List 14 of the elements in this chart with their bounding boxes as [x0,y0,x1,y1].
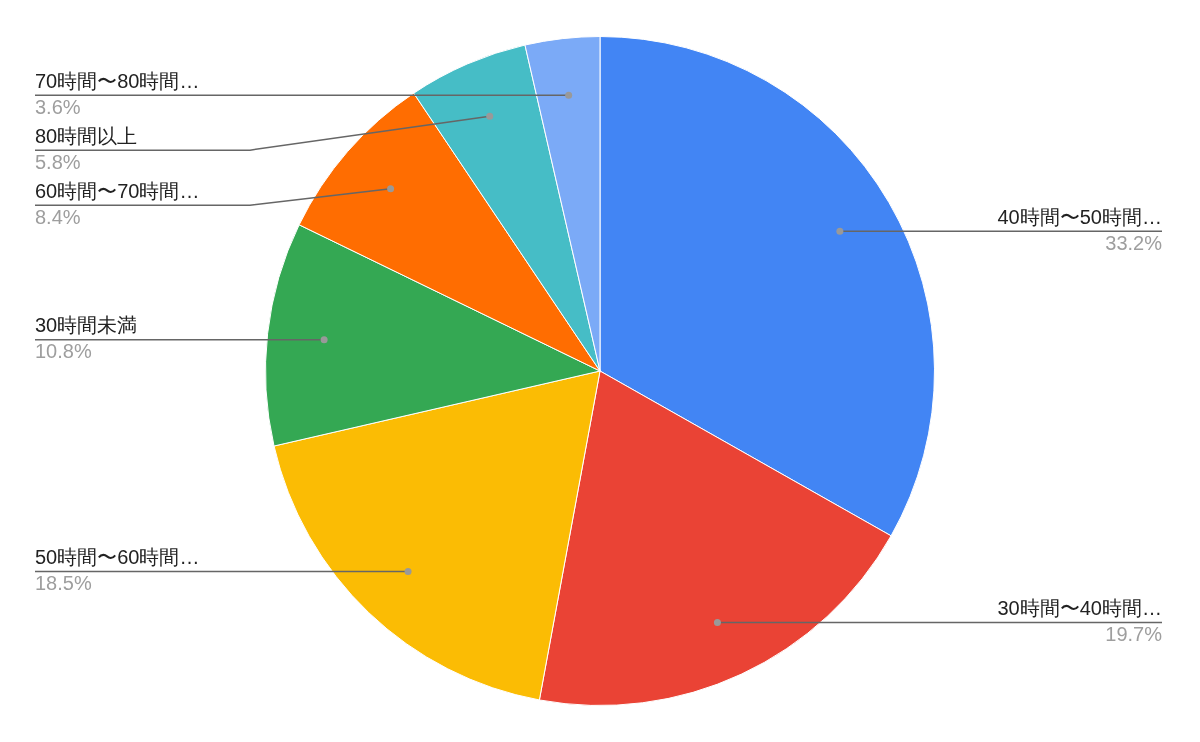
data-label: 18.5% [35,572,92,595]
slice-label: 80時間以上 [35,124,138,147]
slice-label: 30時間〜40時間… [997,597,1162,620]
slice-label: 60時間〜70時間… [35,179,200,202]
slice-label: 70時間〜80時間… [35,69,200,92]
data-label: 5.8% [35,150,81,173]
data-label: 33.2% [1105,231,1163,254]
slice-label: 30時間未満 [35,314,138,337]
data-label: 3.6% [35,95,81,118]
slice-label: 50時間〜60時間… [35,546,200,569]
data-label: 19.7% [1105,623,1163,646]
data-label: 10.8% [35,340,92,363]
data-label: 8.4% [35,205,81,228]
slice-label: 40時間〜50時間… [997,205,1162,228]
